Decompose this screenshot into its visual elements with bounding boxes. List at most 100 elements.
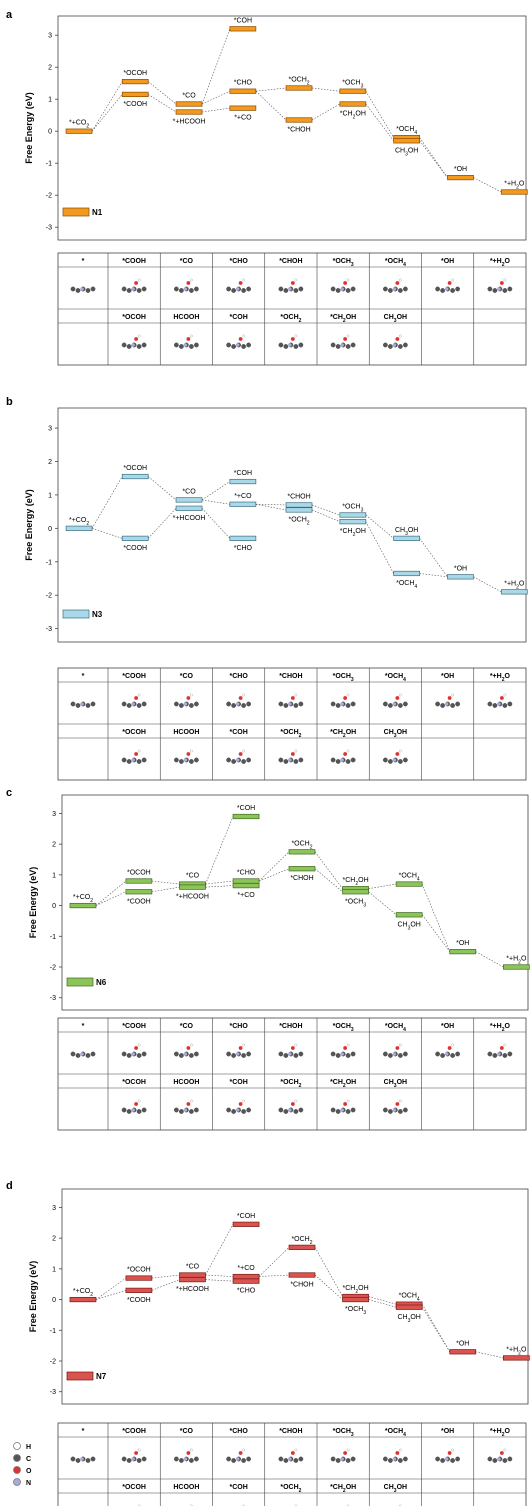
energy-level-label: *OCOH xyxy=(123,465,147,472)
nitrogen-atom xyxy=(131,702,135,706)
energy-level-label: *+CO xyxy=(234,493,252,500)
carbon-atom xyxy=(388,703,393,708)
table-header-cell: *OCH2 xyxy=(280,314,301,324)
table-header-cell: *OCOH xyxy=(122,1079,146,1086)
energy-level-label: *OCOH xyxy=(123,70,147,77)
carbon-atom xyxy=(179,1458,184,1463)
molecule-structure-image xyxy=(383,334,408,349)
carbon-atom xyxy=(283,703,289,708)
energy-level-bar xyxy=(500,589,528,595)
oxygen-atom xyxy=(186,752,191,756)
pathway-connector xyxy=(421,1307,451,1352)
carbon-atom xyxy=(383,757,388,763)
nitrogen-atom xyxy=(288,343,292,347)
energy-level-bar xyxy=(449,949,477,955)
carbon-atom xyxy=(121,342,127,348)
table-header-cell: *COOH xyxy=(122,1428,146,1435)
carbon-atom xyxy=(126,1458,132,1463)
carbon-atom xyxy=(174,701,179,707)
energy-level-bar xyxy=(503,964,530,970)
energy-level-bar xyxy=(288,866,316,872)
carbon-atom xyxy=(293,1109,299,1114)
atom-legend-marker xyxy=(13,1478,21,1486)
nitrogen-atom xyxy=(340,1052,344,1056)
table-header-cell: *CHOH xyxy=(279,1023,302,1030)
oxygen-atom xyxy=(290,281,295,285)
carbon-atom xyxy=(330,1051,336,1057)
table-header-cell: *COH xyxy=(229,314,247,321)
table-header-cell: *COOH xyxy=(122,1023,146,1030)
carbon-atom xyxy=(70,1456,76,1462)
pathway-connector xyxy=(255,503,287,506)
carbon-atom xyxy=(388,759,393,764)
nitrogen-atom xyxy=(80,1052,84,1056)
table-header-cell: *COH xyxy=(229,729,247,736)
carbon-atom xyxy=(174,1107,179,1113)
energy-level-bar xyxy=(229,501,257,507)
plot-frame xyxy=(57,15,527,241)
y-tick-label: -3 xyxy=(50,995,56,1002)
panel-label: d xyxy=(6,1180,13,1192)
pathway-connector xyxy=(419,538,448,577)
energy-level-label: *CO xyxy=(186,1264,200,1271)
table-header-cell: *CH2OH xyxy=(330,314,356,324)
carbon-atom xyxy=(455,1456,460,1462)
carbon-atom xyxy=(283,1053,289,1058)
carbon-atom xyxy=(403,701,408,707)
nitrogen-atom xyxy=(497,1457,501,1461)
energy-level-label: *OCH4 xyxy=(396,580,417,590)
table-header-cell: *CHOH xyxy=(279,673,302,680)
table-header-cell: *CO xyxy=(180,1023,194,1030)
molecule-structure-image xyxy=(226,278,251,293)
oxygen-atom xyxy=(395,337,400,341)
energy-level-bar xyxy=(179,1272,206,1278)
molecule-structure-image xyxy=(278,693,304,708)
carbon-atom xyxy=(75,1053,81,1058)
nitrogen-atom xyxy=(444,702,449,706)
energy-level-label: *OH xyxy=(454,166,467,173)
carbon-atom xyxy=(246,1107,251,1113)
energy-level-bar xyxy=(339,88,367,94)
pathway-connector xyxy=(259,1274,290,1277)
carbon-atom xyxy=(435,1051,440,1057)
molecule-structure-image xyxy=(226,1099,251,1114)
pathway-connector xyxy=(91,94,123,132)
carbon-atom xyxy=(455,286,460,292)
energy-level-bar xyxy=(175,505,203,511)
molecule-structure-image xyxy=(70,286,96,293)
carbon-atom xyxy=(278,342,284,348)
carbon-atom xyxy=(136,344,142,349)
carbon-atom xyxy=(398,703,403,708)
table-header-cell: *CO xyxy=(180,258,194,265)
pathway-connector xyxy=(95,1290,126,1300)
table-header-cell: HCOOH xyxy=(173,314,199,321)
carbon-atom xyxy=(502,1458,508,1463)
molecule-structure-image xyxy=(121,1448,147,1463)
pathway-connector xyxy=(205,880,234,885)
pathway-connector xyxy=(419,137,448,178)
molecule-structure-image xyxy=(174,749,199,764)
pathway-connector xyxy=(314,1247,343,1297)
hydrogen-atom xyxy=(242,1099,245,1103)
carbon-atom xyxy=(121,1456,127,1462)
panel-a: a 3 2 1 0 -1 -2 -3 Free Energy (eV) *+CO2 *OCOH *CO… xyxy=(6,9,528,366)
table-header-cell: *CO xyxy=(180,673,194,680)
carbon-atom xyxy=(189,1053,194,1058)
legend-label: N3 xyxy=(92,610,103,619)
carbon-atom xyxy=(174,757,179,763)
pathway-connector xyxy=(151,880,180,885)
carbon-atom xyxy=(278,757,284,763)
carbon-atom xyxy=(440,703,445,708)
oxygen-atom xyxy=(134,281,139,285)
molecule-structure-image xyxy=(174,278,199,293)
hydrogen-atom xyxy=(242,1448,245,1452)
plot-frame xyxy=(61,794,529,1011)
hydrogen-atom xyxy=(346,1099,350,1103)
carbon-atom xyxy=(330,1456,336,1462)
carbon-atom xyxy=(293,1458,299,1463)
carbon-atom xyxy=(487,1456,493,1462)
molecule-structure-image xyxy=(70,1456,96,1463)
pathway-connector xyxy=(368,1296,397,1305)
carbon-atom xyxy=(85,1053,91,1058)
molecule-structure-image xyxy=(226,1448,251,1463)
